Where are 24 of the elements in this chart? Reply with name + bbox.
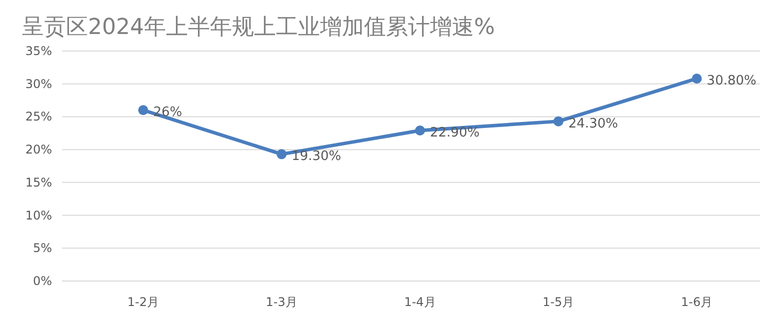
chart-title: 呈贡区2024年上半年规上工业增加值累计增速% <box>22 15 495 40</box>
y-tick-label: 15% <box>25 175 52 190</box>
y-tick-label: 20% <box>25 142 52 157</box>
x-tick-label: 1-4月 <box>404 295 436 309</box>
x-tick-label: 1-5月 <box>542 295 574 309</box>
x-tick-label: 1-3月 <box>266 295 298 309</box>
data-label: 30.80% <box>706 74 756 89</box>
point <box>553 116 564 126</box>
y-tick-label: 0% <box>32 274 52 288</box>
point <box>692 74 702 84</box>
y-tick-label: 10% <box>25 208 52 222</box>
y-tick-label: 30% <box>25 76 52 91</box>
data-label: 26% <box>153 105 182 120</box>
point <box>415 126 425 136</box>
x-tick-label: 1-2月 <box>127 295 160 309</box>
x-tick-label: 1-6月 <box>680 295 713 309</box>
data-label: 22.90% <box>430 126 480 141</box>
point <box>138 105 148 116</box>
y-tick-label: 5% <box>32 241 52 256</box>
y-tick-label: 35% <box>25 44 52 58</box>
data-label: 19.30% <box>292 149 342 164</box>
y-tick-label: 25% <box>25 110 52 124</box>
point <box>276 149 287 160</box>
data-label: 24.30% <box>568 116 618 132</box>
